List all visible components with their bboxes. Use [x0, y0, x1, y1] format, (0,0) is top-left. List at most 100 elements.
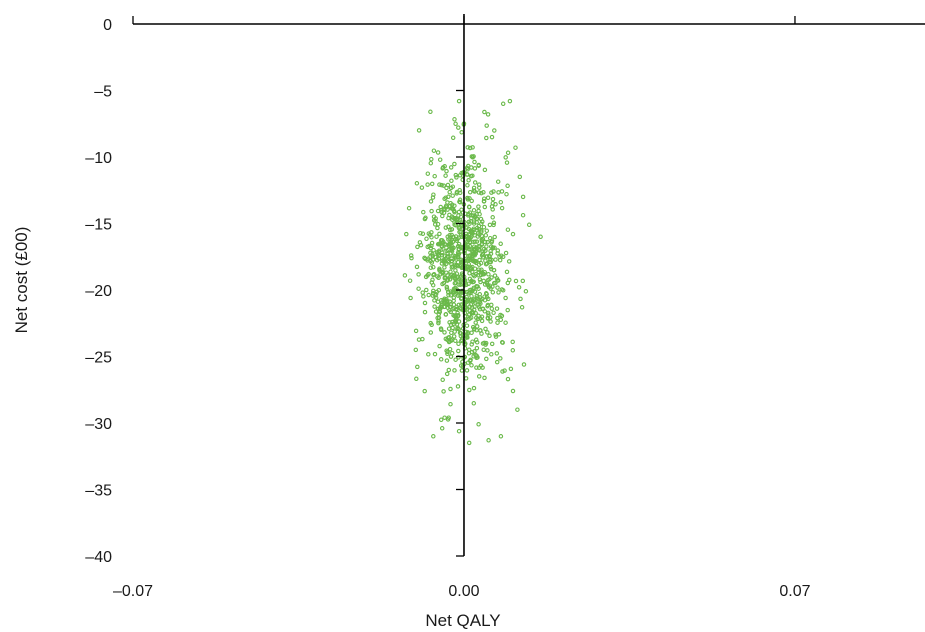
data-point [445, 182, 451, 188]
data-point [418, 242, 424, 248]
data-point [491, 310, 496, 316]
data-point [432, 304, 437, 309]
data-point [483, 342, 488, 347]
axes [132, 14, 925, 557]
data-point [425, 244, 430, 250]
data-point [504, 191, 509, 197]
data-point [456, 341, 461, 347]
data-point [482, 204, 488, 210]
data-point [421, 294, 426, 299]
data-point [428, 109, 433, 115]
data-point [505, 307, 510, 313]
data-point [428, 250, 433, 256]
data-point [492, 234, 497, 240]
data-point [495, 320, 500, 325]
data-point [432, 173, 437, 179]
data-point [466, 257, 471, 262]
data-point [469, 330, 474, 336]
data-point [451, 321, 456, 327]
data-point [438, 417, 444, 423]
data-point [488, 319, 493, 324]
data-point [446, 339, 452, 345]
data-point [496, 332, 502, 337]
data-point [503, 250, 509, 256]
data-point [429, 322, 434, 328]
data-point [428, 199, 434, 204]
data-point [456, 428, 462, 434]
data-point [476, 162, 481, 168]
data-point [413, 347, 419, 353]
data-point [506, 259, 512, 264]
data-point [449, 256, 454, 262]
data-point [471, 154, 476, 159]
data-point [473, 260, 479, 266]
data-point [465, 335, 470, 340]
data-point [448, 165, 454, 170]
data-point [456, 213, 461, 218]
data-point [420, 231, 426, 237]
data-point [421, 209, 426, 215]
data-point [471, 385, 477, 391]
data-point [416, 128, 422, 133]
data-point [404, 231, 409, 237]
data-point [435, 274, 440, 279]
data-point [499, 205, 505, 211]
data-point [442, 415, 447, 420]
data-point [456, 225, 462, 231]
data-point [467, 210, 473, 215]
data-point [520, 212, 526, 218]
data-point [459, 130, 464, 135]
data-point [488, 259, 493, 265]
data-point [456, 246, 462, 252]
data-point [428, 330, 434, 335]
data-point [495, 251, 500, 256]
data-point [516, 285, 522, 290]
data-point [456, 348, 461, 354]
data-point [434, 250, 440, 255]
data-point [475, 231, 481, 236]
data-point [485, 330, 490, 335]
data-point [483, 326, 488, 332]
data-point [444, 254, 450, 259]
data-point [436, 320, 441, 326]
data-point [448, 227, 453, 233]
data-point [469, 278, 474, 284]
data-point [498, 434, 504, 439]
data-point [420, 290, 425, 295]
data-point [446, 243, 452, 249]
data-point [484, 123, 489, 128]
data-point [477, 277, 483, 282]
data-point [493, 257, 498, 262]
data-point [449, 206, 454, 211]
data-point [448, 386, 453, 392]
data-point [422, 300, 428, 306]
data-point [440, 213, 445, 219]
data-point [442, 253, 447, 259]
data-point [423, 274, 429, 280]
data-point [431, 288, 436, 294]
data-point [500, 369, 505, 374]
data-point [485, 112, 491, 117]
data-point [471, 185, 477, 191]
data-point [458, 363, 464, 368]
data-point [470, 145, 475, 150]
data-point [464, 323, 470, 328]
data-point [465, 145, 470, 150]
data-point [451, 208, 457, 214]
data-point [492, 128, 497, 133]
data-point [472, 180, 478, 185]
data-point [481, 196, 487, 201]
data-point [518, 296, 523, 302]
data-point [416, 272, 421, 277]
data-point [490, 200, 496, 206]
data-point [465, 195, 470, 201]
data-point [486, 253, 492, 259]
data-point [505, 183, 510, 189]
data-point [466, 178, 471, 183]
data-point [469, 293, 474, 299]
data-point [431, 434, 436, 439]
data-point [455, 384, 461, 389]
data-point [481, 199, 487, 204]
data-point [510, 348, 516, 353]
data-point [482, 375, 487, 381]
